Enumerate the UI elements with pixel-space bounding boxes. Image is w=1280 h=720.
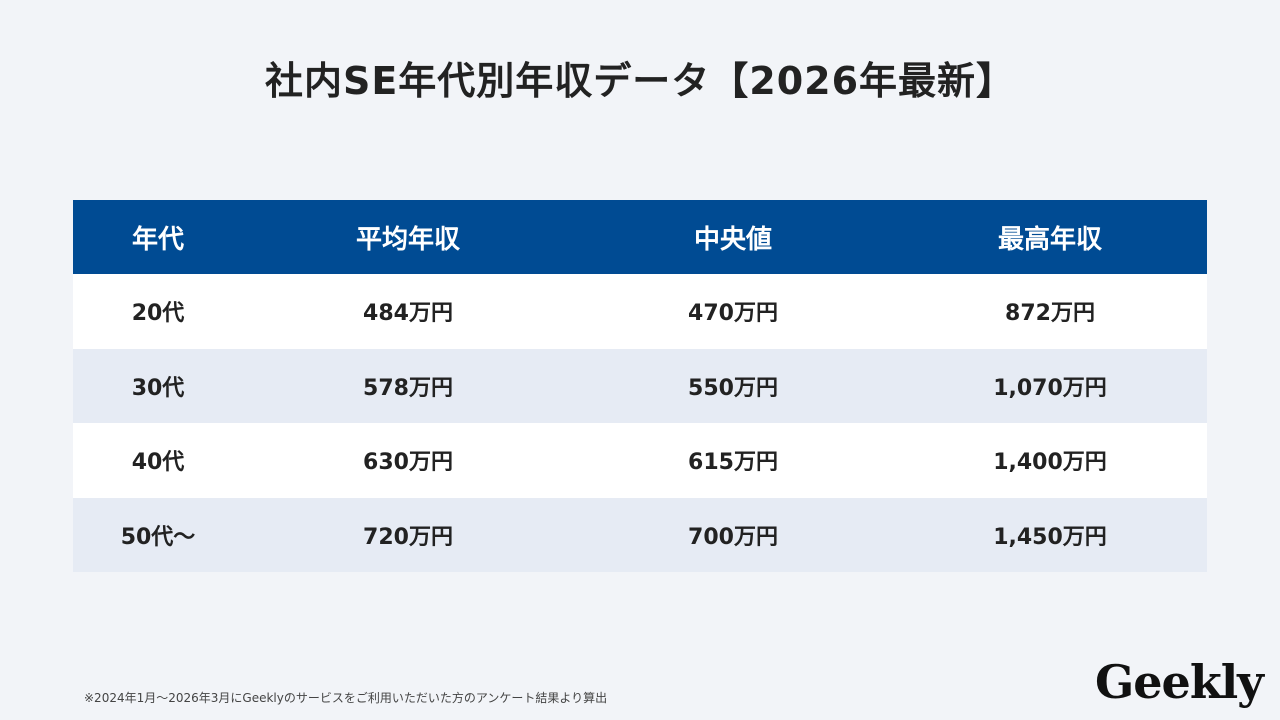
cell-max: 1,400万円 [893,423,1207,498]
cell-median: 550万円 [573,348,893,423]
table-row: 30代 578万円 550万円 1,070万円 [73,348,1207,423]
header-max: 最高年収 [893,200,1207,274]
cell-age: 30代 [73,348,243,423]
page-title: 社内SE年代別年収データ【2026年最新】 [264,59,1016,103]
table-row: 20代 484万円 470万円 872万円 [73,274,1207,349]
cell-age: 50代～ [73,497,243,572]
table-row: 50代～ 720万円 700万円 1,450万円 [73,497,1207,572]
cell-average: 484万円 [243,274,573,349]
salary-table: 年代 平均年収 中央値 最高年収 20代 484万円 470万円 872万円 3… [73,200,1207,572]
header-average: 平均年収 [243,200,573,274]
cell-age: 40代 [73,423,243,498]
cell-average: 630万円 [243,423,573,498]
cell-median: 470万円 [573,274,893,349]
geekly-logo: Geekly [1095,655,1264,709]
cell-max: 1,450万円 [893,497,1207,572]
cell-average: 720万円 [243,497,573,572]
table-row: 40代 630万円 615万円 1,400万円 [73,423,1207,498]
cell-median: 615万円 [573,423,893,498]
cell-median: 700万円 [573,497,893,572]
header-median: 中央値 [573,200,893,274]
header-age: 年代 [73,200,243,274]
footnote: ※2024年1月～2026年3月にGeeklyのサービスをご利用いただいた方のア… [84,691,608,705]
cell-age: 20代 [73,274,243,349]
table-header-row: 年代 平均年収 中央値 最高年収 [73,200,1207,274]
cell-average: 578万円 [243,348,573,423]
cell-max: 872万円 [893,274,1207,349]
cell-max: 1,070万円 [893,348,1207,423]
